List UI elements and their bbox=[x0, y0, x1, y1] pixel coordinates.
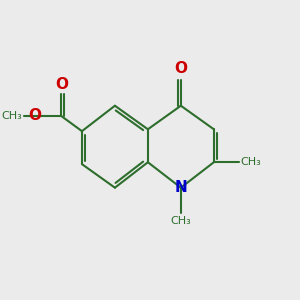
Text: O: O bbox=[56, 76, 69, 92]
Text: O: O bbox=[174, 61, 188, 76]
Text: CH₃: CH₃ bbox=[241, 157, 261, 167]
Text: CH₃: CH₃ bbox=[170, 216, 191, 226]
Text: N: N bbox=[175, 180, 187, 195]
Text: CH₃: CH₃ bbox=[2, 111, 22, 121]
Text: O: O bbox=[28, 108, 41, 123]
